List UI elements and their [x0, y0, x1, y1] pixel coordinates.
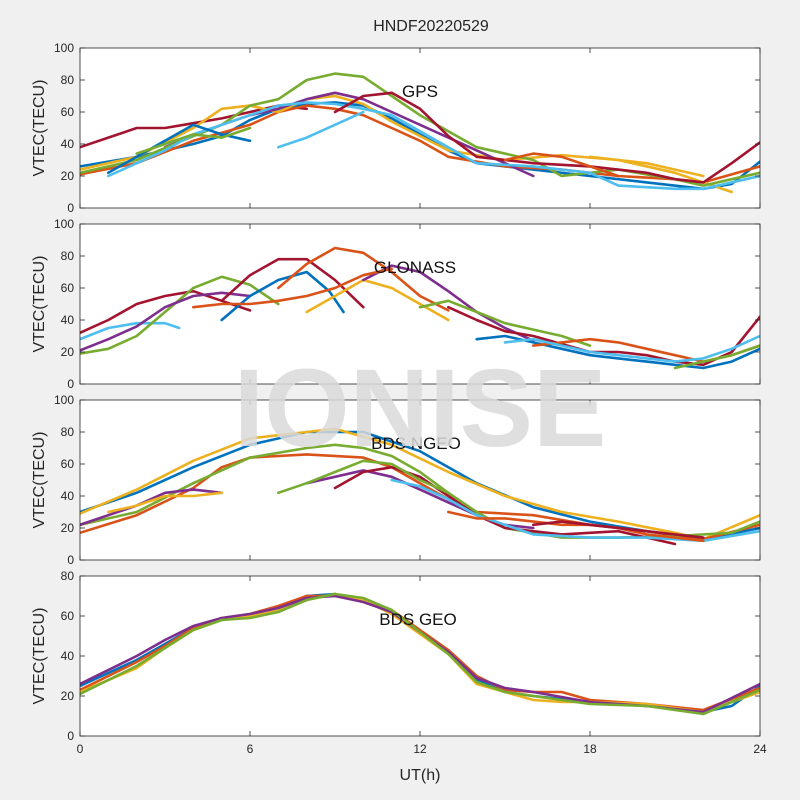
- y-tick-label: 80: [61, 73, 75, 87]
- series-line-9: [418, 299, 592, 347]
- series-line-15: [192, 267, 394, 309]
- y-tick-label: 60: [61, 105, 75, 119]
- y-tick-label: 40: [61, 649, 75, 663]
- y-tick-label: 100: [54, 393, 74, 407]
- series-line-10: [503, 152, 620, 178]
- series-line-8: [361, 264, 535, 343]
- y-tick-label: 80: [61, 249, 75, 263]
- y-axis-label: VTEC(TECU): [31, 608, 48, 705]
- watermark: IONISE: [234, 347, 607, 470]
- x-tick-label: 0: [77, 742, 84, 756]
- x-tick-label: 24: [753, 742, 767, 756]
- series-line-11: [531, 520, 705, 539]
- y-tick-label: 60: [61, 457, 75, 471]
- series-line-6: [107, 101, 760, 191]
- y-axis-label: VTEC(TECU): [31, 80, 48, 177]
- series-line-2: [80, 275, 280, 355]
- series-line-1: [80, 101, 760, 191]
- y-tick-label: 60: [61, 609, 75, 623]
- subplot-gps: 0 20 40 60 80 100 VTEC(TECU) GPS: [31, 41, 761, 215]
- series-line-8: [276, 459, 450, 495]
- series-line-1: [80, 427, 760, 541]
- series-line-13: [503, 334, 760, 363]
- y-tick-label: 100: [54, 217, 74, 231]
- panel-label: BDS NGEO: [371, 434, 461, 453]
- series-line-3: [80, 594, 760, 714]
- subplot-bds-geo: 0 20 40 60 80 0 6 12 18 24 VTEC(TECU) BDS GEO: [31, 569, 767, 756]
- x-tick-label: 6: [247, 742, 254, 756]
- y-tick-label: 20: [61, 345, 75, 359]
- y-tick-label: 100: [54, 41, 74, 55]
- series-line-7: [333, 465, 677, 546]
- x-axis-label: UT(h): [400, 767, 441, 784]
- y-tick-label: 80: [61, 569, 75, 583]
- series-line-9: [390, 478, 760, 543]
- series-line-14: [673, 344, 760, 370]
- series-line-12: [588, 155, 705, 178]
- y-tick-label: 80: [61, 425, 75, 439]
- series-line-5: [107, 491, 223, 514]
- y-tick-label: 20: [61, 521, 75, 535]
- series-line-7: [333, 91, 760, 184]
- series-line-4: [80, 488, 223, 527]
- series-line-11: [135, 126, 252, 155]
- y-tick-label: 20: [61, 169, 75, 183]
- y-tick-label: 0: [67, 377, 74, 391]
- series-line-6: [276, 246, 450, 312]
- subplot-glonass: 0 20 40 60 80 100 VTEC(TECU) GLONASS: [31, 217, 761, 391]
- series-line-3: [80, 291, 252, 352]
- series-line-10: [446, 510, 705, 543]
- y-tick-label: 0: [67, 553, 74, 567]
- x-tick-label: 18: [583, 742, 597, 756]
- series-line-4: [80, 592, 760, 716]
- y-axis-label: VTEC(TECU): [31, 432, 48, 529]
- x-tick-label: 12: [413, 742, 427, 756]
- y-tick-label: 40: [61, 313, 75, 327]
- series-line-2: [80, 104, 760, 184]
- series-group: [80, 592, 760, 716]
- panel-label: GLONASS: [374, 258, 456, 277]
- y-tick-label: 0: [67, 201, 74, 215]
- series-group: [80, 427, 760, 546]
- y-tick-label: 40: [61, 489, 75, 503]
- y-tick-label: 60: [61, 281, 75, 295]
- panel-label: BDS GEO: [379, 610, 456, 629]
- y-tick-label: 40: [61, 137, 75, 151]
- y-tick-label: 0: [67, 729, 74, 743]
- figure-title: HNDF20220529: [373, 18, 489, 35]
- series-group: [80, 246, 760, 370]
- series-line-10: [446, 305, 760, 367]
- series-group: [80, 72, 760, 194]
- subplot-bds-ngeo: 0 20 40 60 80 100 VTEC(TECU) BDS NGEO: [31, 393, 761, 567]
- y-tick-label: 20: [61, 689, 75, 703]
- y-axis-label: VTEC(TECU): [31, 256, 48, 353]
- series-line-9: [276, 110, 365, 149]
- panel-label: GPS: [402, 82, 438, 101]
- plot-area: [80, 576, 760, 736]
- series-line-1: [80, 321, 181, 341]
